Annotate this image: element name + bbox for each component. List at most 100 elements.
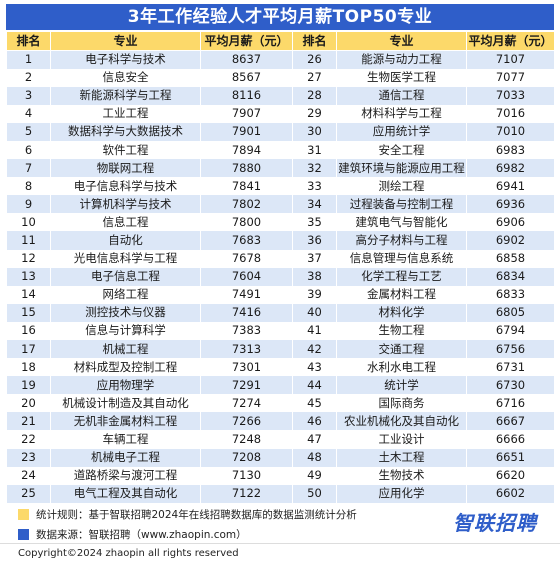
major-cell: 信息与计算科学: [50, 321, 201, 340]
major-cell: 电子科学与技术: [50, 50, 201, 69]
salary-cell: 7907: [200, 104, 293, 123]
salary-cell: 8637: [200, 50, 293, 69]
rank-cell: 5: [6, 122, 51, 141]
salary-cell: 7841: [200, 177, 293, 196]
rank-cell: 47: [292, 430, 337, 449]
table-row: 10 信息工程 7800 35 建筑电气与智能化 6906: [6, 213, 555, 232]
logo-text: 智联招聘: [453, 510, 537, 535]
table-row: 25 电气工程及其自动化 7122 50 应用化学 6602: [6, 484, 555, 503]
salary-cell: 8567: [200, 68, 293, 87]
major-cell: 物联网工程: [50, 159, 201, 178]
salary-cell: 7077: [466, 68, 555, 87]
copyright-text: Copyright©2024 zhaopin all rights reserv…: [18, 548, 239, 559]
rank-cell: 8: [6, 177, 51, 196]
rank-cell: 15: [6, 303, 51, 322]
rank-cell: 3: [6, 86, 51, 105]
salary-cell: 6651: [466, 448, 555, 467]
major-cell: 统计学: [336, 376, 467, 395]
major-cell: 机械工程: [50, 340, 201, 359]
major-cell: 材料科学与工程: [336, 104, 467, 123]
salary-cell: 7880: [200, 159, 293, 178]
major-cell: 生物医学工程: [336, 68, 467, 87]
major-cell: 金属材料工程: [336, 285, 467, 304]
major-cell: 无机非金属材料工程: [50, 412, 201, 431]
rank-cell: 18: [6, 358, 51, 377]
salary-cell: 7901: [200, 122, 293, 141]
major-cell: 信息管理与信息系统: [336, 249, 467, 268]
table-row: 8 电子信息科学与技术 7841 33 测绘工程 6941: [6, 177, 555, 196]
page-title: 3年工作经验人才平均月薪TOP50专业: [6, 4, 554, 30]
rank-cell: 29: [292, 104, 337, 123]
salary-cell: 7802: [200, 195, 293, 214]
major-cell: 工业工程: [50, 104, 201, 123]
salary-cell: 6936: [466, 195, 555, 214]
rank-cell: 4: [6, 104, 51, 123]
blue-square-icon: [18, 528, 29, 540]
rank-cell: 6: [6, 140, 51, 160]
salary-cell: 7894: [200, 140, 293, 160]
salary-cell: 6667: [466, 412, 555, 431]
rank-cell: 22: [6, 430, 51, 449]
table-row: 22 车辆工程 7248 47 工业设计 6666: [6, 430, 555, 449]
salary-cell: 6731: [466, 358, 555, 377]
rank-cell: 11: [6, 231, 51, 250]
salary-cell: 6805: [466, 303, 555, 322]
rank-cell: 41: [292, 321, 337, 340]
salary-cell: 6756: [466, 340, 555, 359]
salary-cell: 7208: [200, 448, 293, 467]
major-cell: 水利水电工程: [336, 358, 467, 377]
rank-cell: 19: [6, 376, 51, 395]
major-cell: 自动化: [50, 231, 201, 250]
rank-cell: 25: [6, 484, 51, 503]
header-major-right: 专业: [336, 31, 467, 51]
rank-cell: 23: [6, 448, 51, 467]
zhaopin-logo: 智联招聘: [440, 503, 550, 539]
table-row: 18 材料成型及控制工程 7301 43 水利水电工程 6731: [6, 358, 555, 377]
table-row: 13 电子信息工程 7604 38 化学工程与工艺 6834: [6, 267, 555, 286]
salary-cell: 7274: [200, 394, 293, 413]
table-row: 1 电子科学与技术 8637 26 能源与动力工程 7107: [6, 50, 555, 69]
table-row: 16 信息与计算科学 7383 41 生物工程 6794: [6, 321, 555, 340]
rank-cell: 39: [292, 285, 337, 304]
salary-cell: 6602: [466, 484, 555, 503]
table-row: 6 软件工程 7894 31 安全工程 6983: [6, 140, 555, 160]
rank-cell: 37: [292, 249, 337, 268]
salary-cell: 7130: [200, 466, 293, 485]
salary-cell: 6983: [466, 140, 555, 160]
major-cell: 应用物理学: [50, 376, 201, 395]
rank-cell: 46: [292, 412, 337, 431]
table-row: 24 道路桥梁与渡河工程 7130 49 生物技术 6620: [6, 466, 555, 485]
rank-cell: 35: [292, 213, 337, 232]
rank-cell: 44: [292, 376, 337, 395]
major-cell: 新能源科学与工程: [50, 86, 201, 105]
rank-cell: 16: [6, 321, 51, 340]
major-cell: 车辆工程: [50, 430, 201, 449]
rank-cell: 42: [292, 340, 337, 359]
salary-cell: 7683: [200, 231, 293, 250]
salary-cell: 7383: [200, 321, 293, 340]
rank-cell: 1: [6, 50, 51, 69]
salary-cell: 7301: [200, 358, 293, 377]
major-cell: 应用统计学: [336, 122, 467, 141]
rank-cell: 45: [292, 394, 337, 413]
rank-cell: 21: [6, 412, 51, 431]
salary-cell: 7416: [200, 303, 293, 322]
salary-cell: 7107: [466, 50, 555, 69]
salary-cell: 7016: [466, 104, 555, 123]
rank-cell: 7: [6, 159, 51, 178]
major-cell: 农业机械化及其自动化: [336, 412, 467, 431]
major-cell: 能源与动力工程: [336, 50, 467, 69]
rank-cell: 26: [292, 50, 337, 69]
table-row: 12 光电信息科学与工程 7678 37 信息管理与信息系统 6858: [6, 249, 555, 268]
major-cell: 材料成型及控制工程: [50, 358, 201, 377]
salary-cell: 7266: [200, 412, 293, 431]
note-rule: 统计规则：基于智联招聘2024年在线招聘数据库的数据监测统计分析: [18, 506, 418, 522]
rank-cell: 28: [292, 86, 337, 105]
major-cell: 应用化学: [336, 484, 467, 503]
major-cell: 道路桥梁与渡河工程: [50, 466, 201, 485]
major-cell: 建筑环境与能源应用工程: [336, 159, 467, 178]
table-row: 19 应用物理学 7291 44 统计学 6730: [6, 376, 555, 395]
rank-cell: 2: [6, 68, 51, 87]
rank-cell: 49: [292, 466, 337, 485]
major-cell: 土木工程: [336, 448, 467, 467]
